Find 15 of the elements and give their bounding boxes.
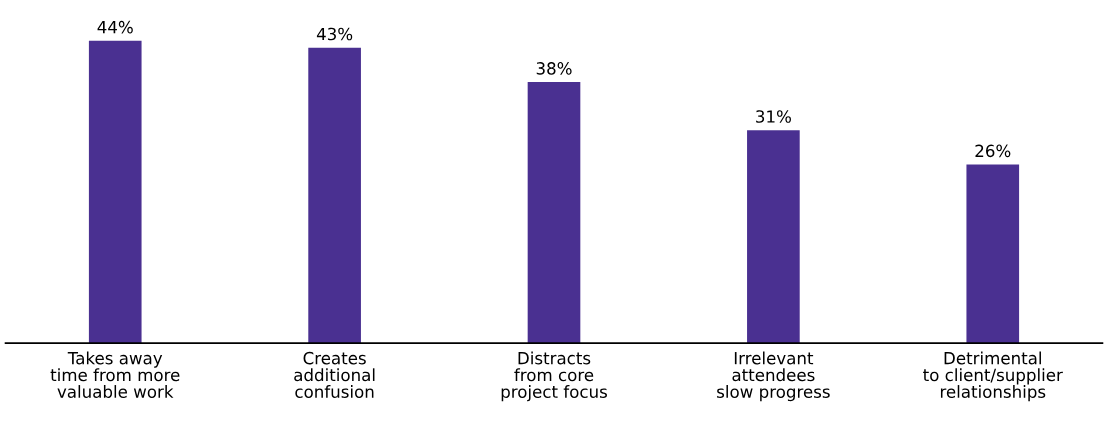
data-label: 26% — [975, 144, 1011, 158]
data-label: 31% — [756, 110, 791, 123]
bar — [527, 82, 581, 344]
x-tick-label: Takes away time from more valuable work — [50, 351, 180, 398]
bar — [88, 40, 142, 344]
bar — [308, 47, 361, 344]
data-label: 44% — [97, 20, 133, 34]
data-label: 43% — [316, 27, 353, 41]
x-tick-label: Distracts from core project focus — [501, 351, 607, 402]
bar — [747, 130, 800, 344]
bar — [966, 164, 1020, 344]
x-tick-label: Creates additional confusion — [294, 351, 375, 398]
x-tick-label: Detrimental to client/supplier relationships — [923, 351, 1063, 402]
data-label: 38% — [536, 62, 572, 75]
x-tick-label: Irrelevant attendees slow progress — [717, 351, 830, 402]
